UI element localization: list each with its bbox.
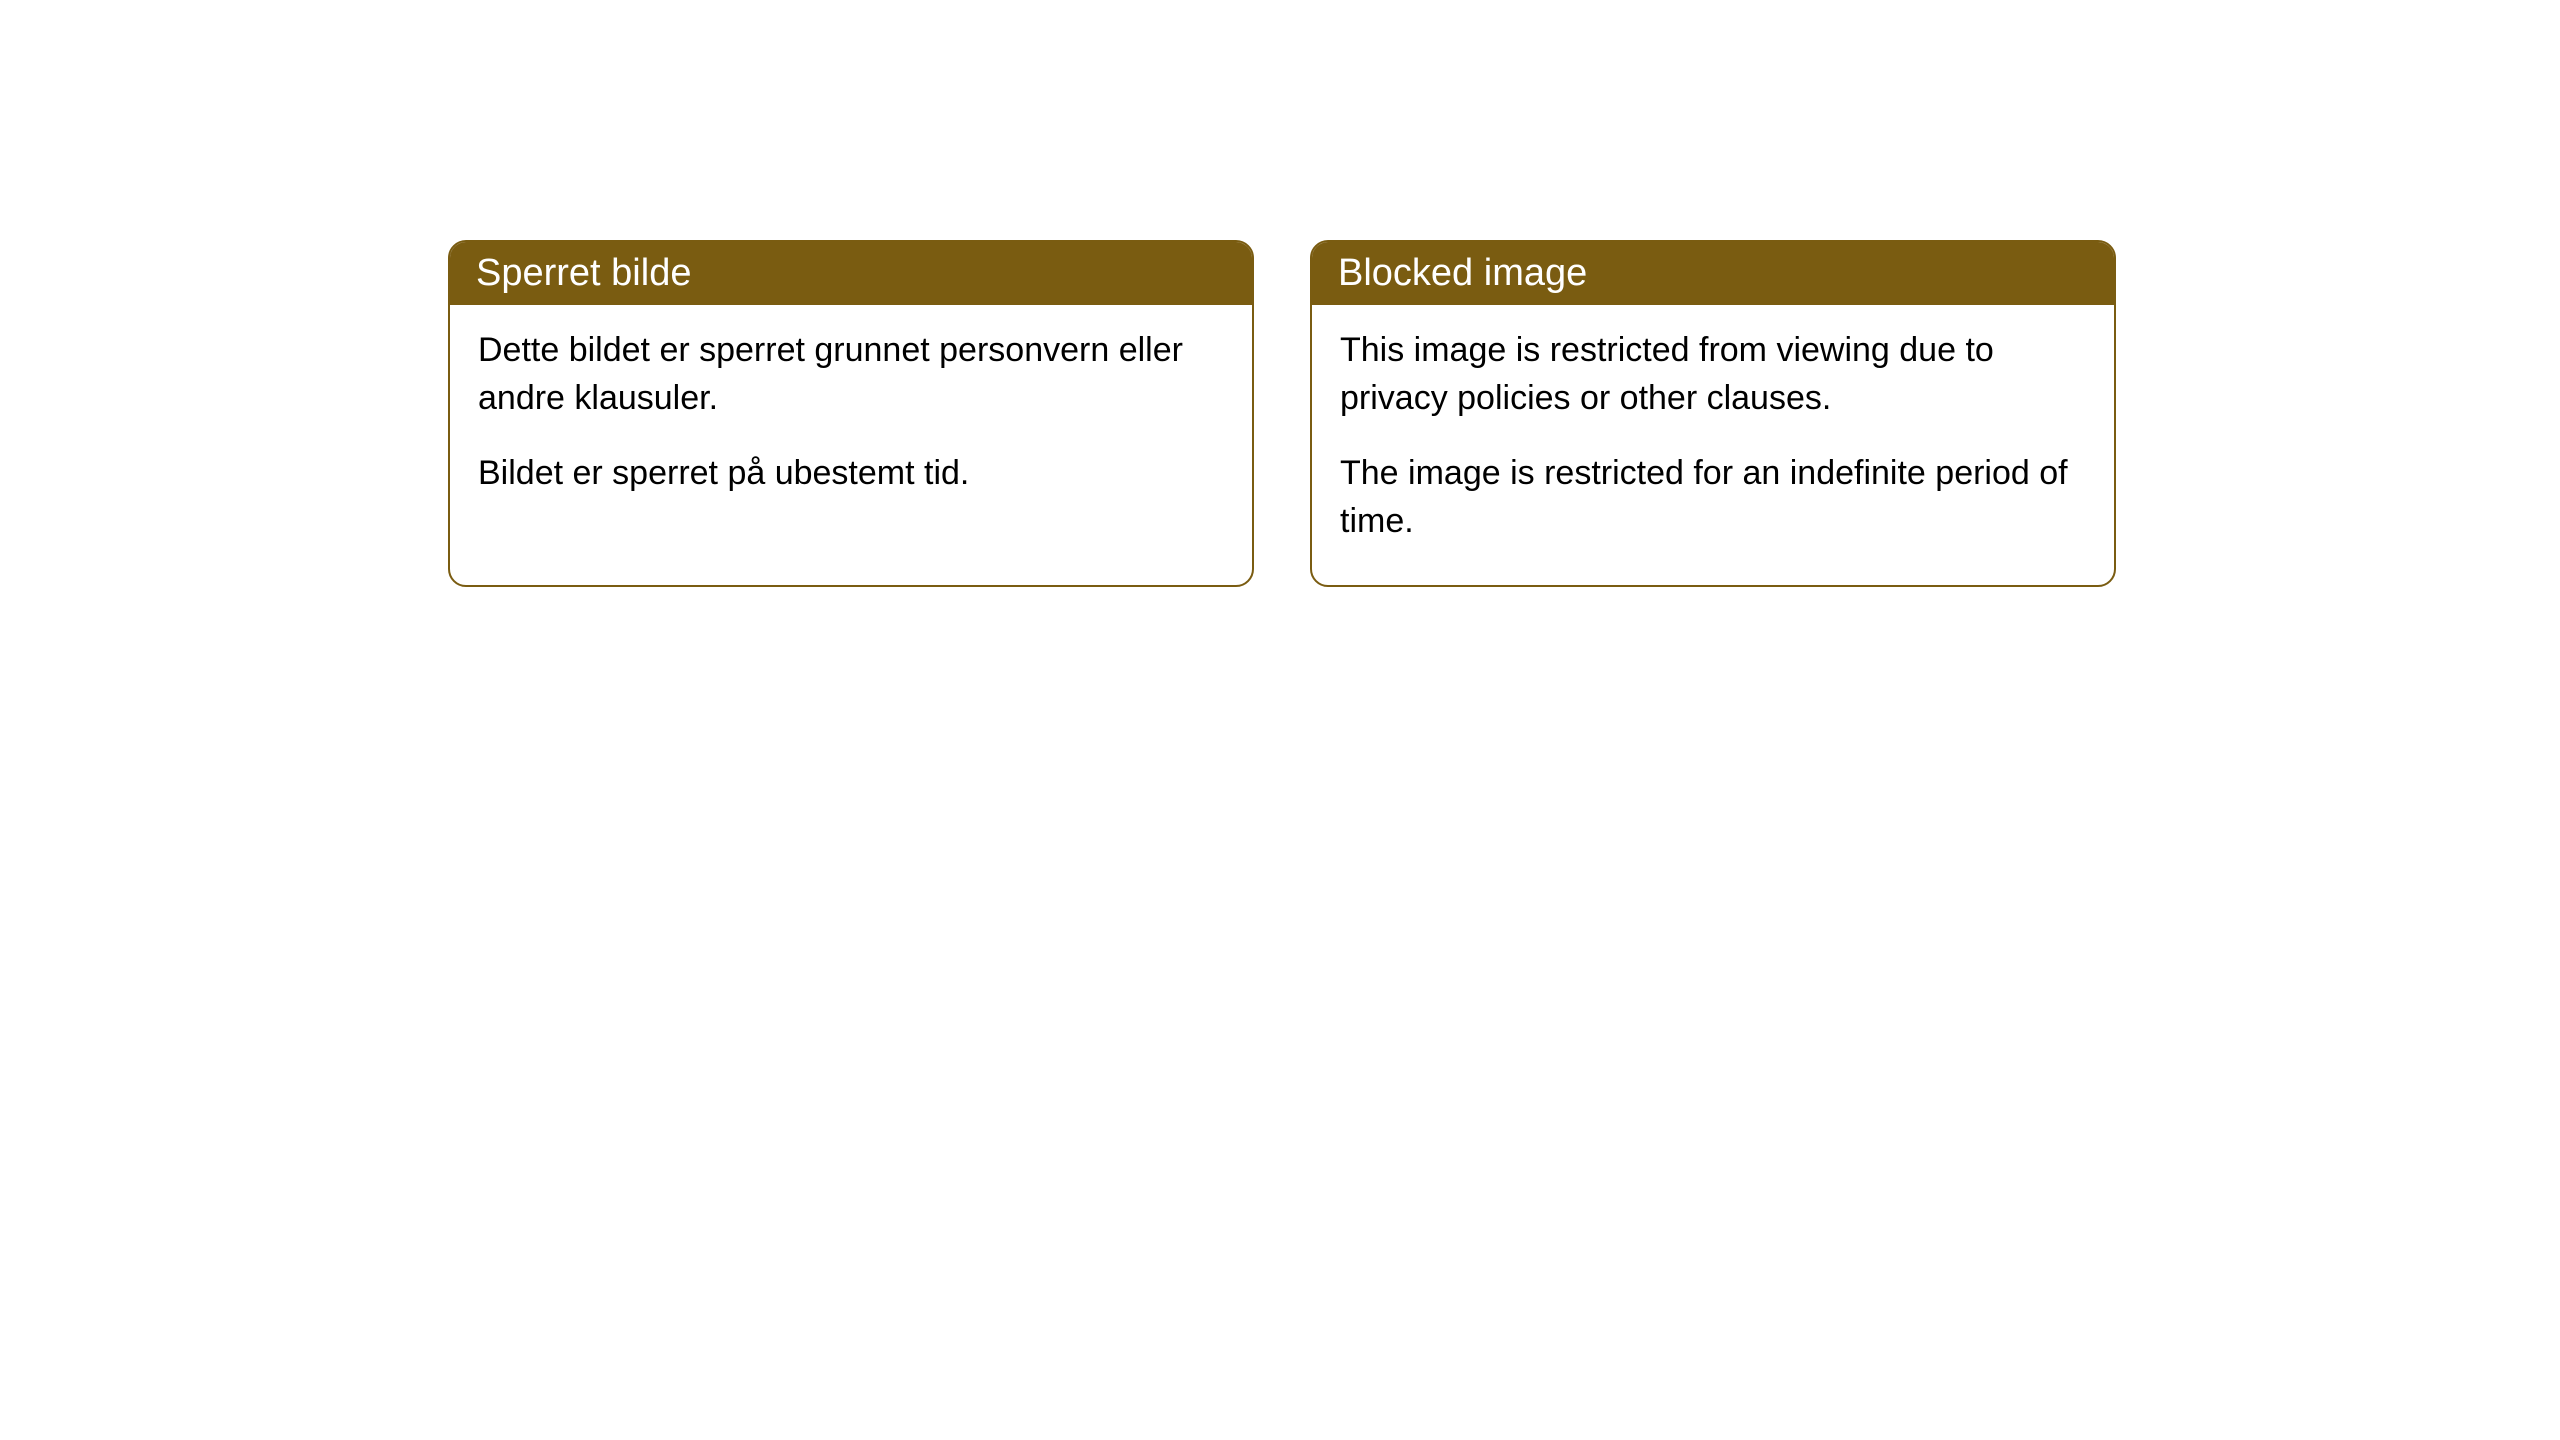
card-paragraph-1: This image is restricted from viewing du… <box>1340 327 2086 422</box>
card-header-norwegian: Sperret bilde <box>450 242 1252 305</box>
card-english: Blocked image This image is restricted f… <box>1310 240 2116 587</box>
card-body-english: This image is restricted from viewing du… <box>1312 305 2114 585</box>
card-title: Blocked image <box>1338 252 1587 294</box>
cards-container: Sperret bilde Dette bildet er sperret gr… <box>448 240 2116 587</box>
card-norwegian: Sperret bilde Dette bildet er sperret gr… <box>448 240 1254 587</box>
card-title: Sperret bilde <box>476 252 691 294</box>
card-paragraph-1: Dette bildet er sperret grunnet personve… <box>478 327 1224 422</box>
card-body-norwegian: Dette bildet er sperret grunnet personve… <box>450 305 1252 538</box>
card-header-english: Blocked image <box>1312 242 2114 305</box>
card-paragraph-2: Bildet er sperret på ubestemt tid. <box>478 450 1224 498</box>
card-paragraph-2: The image is restricted for an indefinit… <box>1340 450 2086 545</box>
